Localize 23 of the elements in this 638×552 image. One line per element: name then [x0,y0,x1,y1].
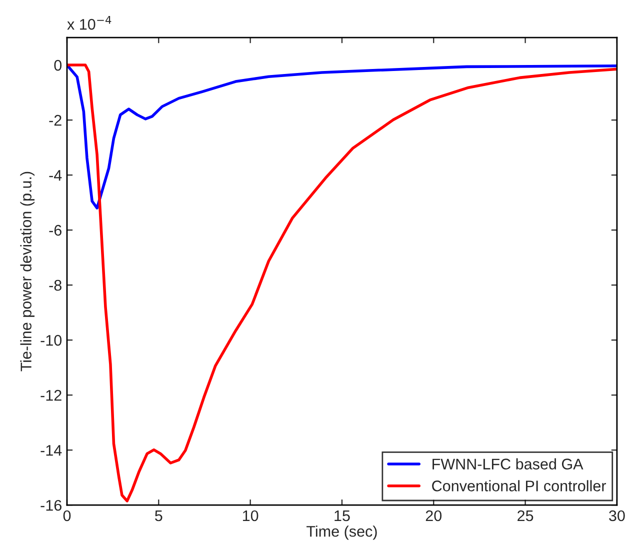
x-tick-label: 5 [155,510,162,522]
legend-label: Conventional PI controller [432,480,606,492]
y-tick-label: -14 [40,445,62,456]
y-tick-label: 0 [54,60,62,71]
legend-label: FWNN-LFC based GA [432,458,584,470]
x-tick-label: 15 [334,510,350,522]
line-series [66,64,617,502]
x-tick-label: 25 [518,510,534,522]
y-tick-label: -6 [49,224,62,236]
y-tick-label: -2 [49,114,62,126]
x-tick-label: 0 [63,510,71,522]
y-tick-label: -12 [40,390,62,401]
x-tick-label: 10 [242,510,258,522]
y-tick-label: -4 [49,170,62,181]
x-tick-label: 30 [609,510,625,522]
line-series [66,64,617,210]
y-tick-label: -10 [40,334,62,346]
text: x 10$^{−4}$ [67,16,112,30]
y-tick-label: -16 [40,500,62,511]
y-tick-label: -8 [49,280,62,291]
y-axis-title: Tie-line power deviation (p.u.) [20,172,34,372]
x-axis-title: Time (sec) [306,526,377,540]
x-tick-label: 20 [426,510,442,522]
